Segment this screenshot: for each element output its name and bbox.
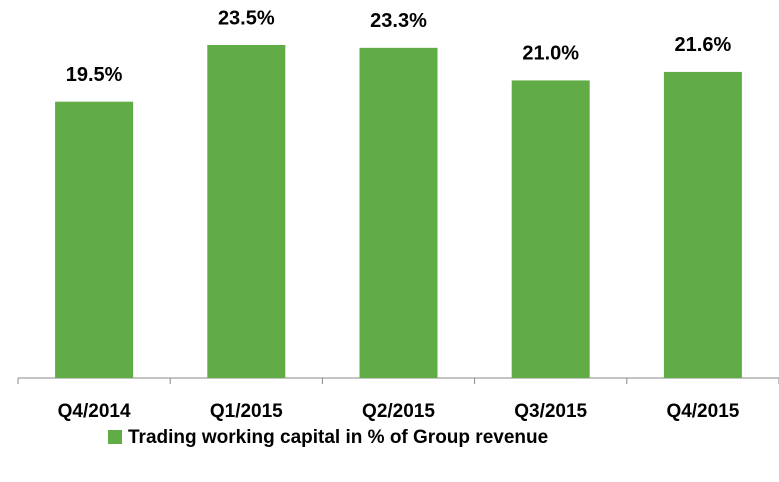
data-label: 19.5% [66,64,123,86]
x-tick-label: Q4/2015 [666,401,739,422]
legend-swatch [108,430,122,444]
bar [207,45,286,378]
data-label: 21.6% [675,34,732,56]
x-tick-label: Q4/2014 [58,401,131,422]
bar [663,71,742,378]
x-tick-label: Q1/2015 [210,401,283,422]
data-label: 23.3% [370,10,427,32]
x-tick-label: Q2/2015 [362,401,435,422]
data-label: 21.0% [522,43,579,65]
data-label: 23.5% [218,7,275,29]
x-tick-label: Q3/2015 [514,401,587,422]
bar [55,101,134,379]
legend-label: Trading working capital in % of Group re… [128,427,548,448]
bar [511,80,590,378]
bar [359,47,438,378]
